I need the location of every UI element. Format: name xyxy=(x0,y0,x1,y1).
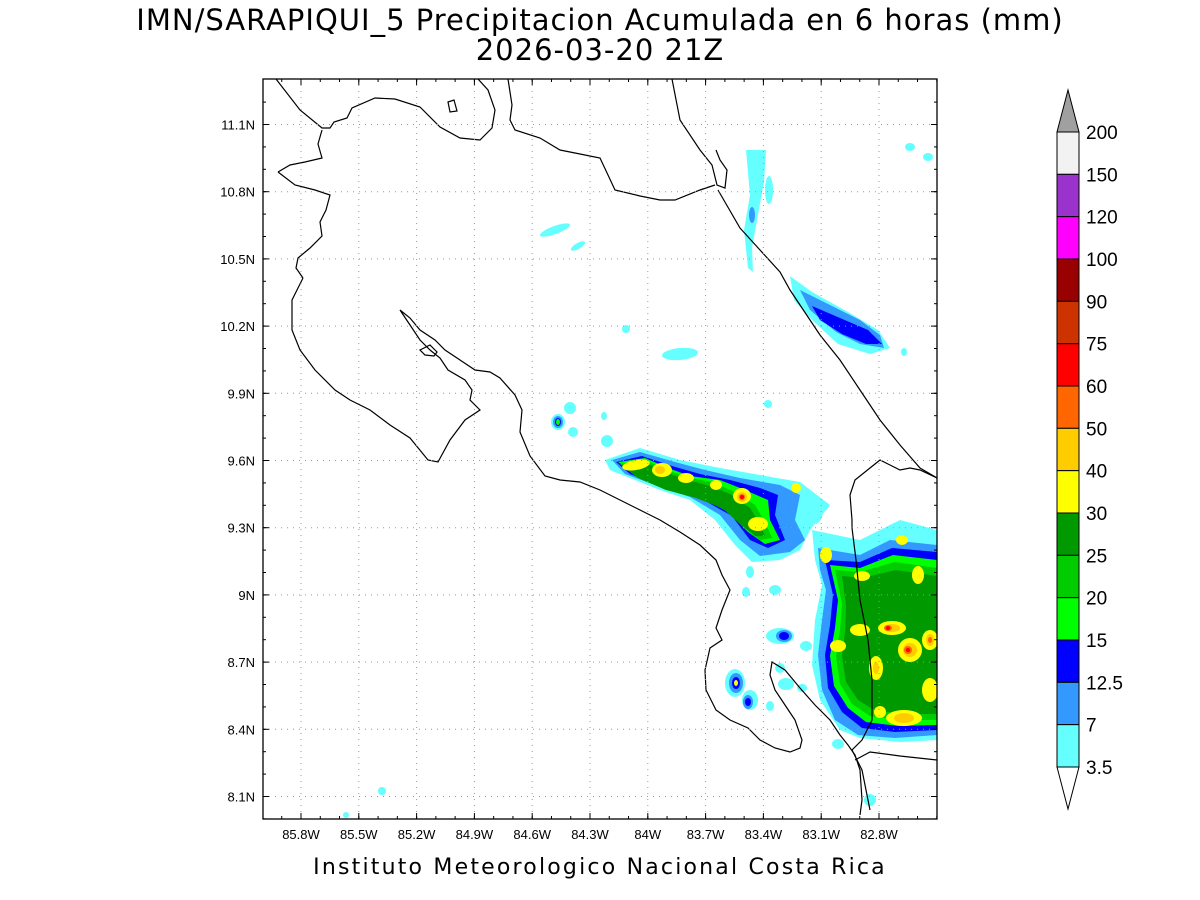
lon-tick-label: 85.5W xyxy=(340,827,378,842)
map-title: IMN/SARAPIQUI_5 Precipitacion Acumulada … xyxy=(136,3,1064,37)
lat-tick-label: 10.5N xyxy=(220,252,255,267)
legend-color-box xyxy=(1056,216,1080,260)
lat-tick-label: 8.4N xyxy=(228,722,255,737)
lat-tick-label: 8.7N xyxy=(228,655,255,670)
legend-label: 3.5 xyxy=(1086,758,1112,779)
legend-label: 30 xyxy=(1086,504,1107,525)
map-datetime: 2026-03-20 21Z xyxy=(475,33,725,67)
lon-tick-label: 84.3W xyxy=(571,827,609,842)
legend-label: 60 xyxy=(1086,377,1107,398)
legend-label: 25 xyxy=(1086,546,1107,567)
lat-tick-label: 9.3N xyxy=(228,521,255,536)
coastline xyxy=(275,79,937,816)
lat-tick-label: 11.1N xyxy=(221,118,255,133)
lat-tick-label: 8.1N xyxy=(228,790,255,805)
lon-tick-label: 83.7W xyxy=(687,827,725,842)
legend-color-box xyxy=(1056,258,1080,302)
legend-color-box xyxy=(1056,597,1080,641)
legend-color-box xyxy=(1056,639,1080,683)
lat-tick-label: 9N xyxy=(238,588,255,603)
lat-lon-grid xyxy=(263,79,937,819)
legend-label: 12.5 xyxy=(1086,673,1123,694)
legend-label: 50 xyxy=(1086,419,1107,440)
legend-color-box xyxy=(1056,131,1080,175)
legend-label: 20 xyxy=(1086,589,1107,610)
lon-tick-label: 84.6W xyxy=(513,827,551,842)
lat-tick-label: 9.9N xyxy=(228,386,255,401)
lon-tick-label: 82.8W xyxy=(860,827,898,842)
legend-color-box xyxy=(1056,554,1080,599)
lon-tick-label: 83.4W xyxy=(745,827,783,842)
lon-tick-label: 84.9W xyxy=(456,827,494,842)
legend-color-box xyxy=(1056,470,1080,514)
legend-label: 7 xyxy=(1086,716,1097,737)
legend-label: 200 xyxy=(1086,123,1118,144)
legend-label: 75 xyxy=(1086,335,1107,356)
legend-label: 150 xyxy=(1086,165,1118,186)
legend-color-box xyxy=(1056,300,1080,345)
legend-label: 15 xyxy=(1086,631,1107,652)
lon-tick-label: 85.2W xyxy=(398,827,436,842)
legend-under-triangle xyxy=(1056,766,1080,811)
lon-tick-label: 83.1W xyxy=(802,827,840,842)
lat-tick-label: 10.2N xyxy=(220,319,255,334)
legend-label: 100 xyxy=(1086,250,1118,271)
color-legend: 200 150 120 100 90 75 60 50 40 30 25 20 15 12.5 7 3.5 xyxy=(1056,88,1123,811)
lon-tick-label: 85.8W xyxy=(282,827,320,842)
legend-color-box xyxy=(1056,343,1080,387)
lat-tick-label: 10.8N xyxy=(220,185,255,200)
legend-color-box xyxy=(1056,427,1080,472)
legend-label: 120 xyxy=(1086,208,1118,229)
legend-color-box xyxy=(1056,385,1080,429)
legend-color-box xyxy=(1056,512,1080,556)
lat-tick-label: 9.6N xyxy=(228,454,255,469)
legend-label: 90 xyxy=(1086,292,1107,313)
lon-tick-label: 84W xyxy=(634,827,661,842)
latitude-axis: 11.1N 10.8N 10.5N 10.2N 9.9N 9.6N 9.3N 9N 8.7N 8.… xyxy=(220,101,937,820)
legend-color-box xyxy=(1056,681,1080,726)
legend-over-triangle xyxy=(1056,88,1080,133)
map-frame xyxy=(262,78,938,820)
map-footer: Instituto Meteorologico Nacional Costa R… xyxy=(313,855,887,880)
legend-color-box xyxy=(1056,724,1080,768)
legend-label: 40 xyxy=(1086,462,1107,483)
precipitation-field xyxy=(343,143,937,818)
legend-color-box xyxy=(1056,173,1080,218)
longitude-axis: 85.8W 85.5W 85.2W 84.9W 84.6W 84.3W 84W 83.7W 83… xyxy=(281,79,938,842)
